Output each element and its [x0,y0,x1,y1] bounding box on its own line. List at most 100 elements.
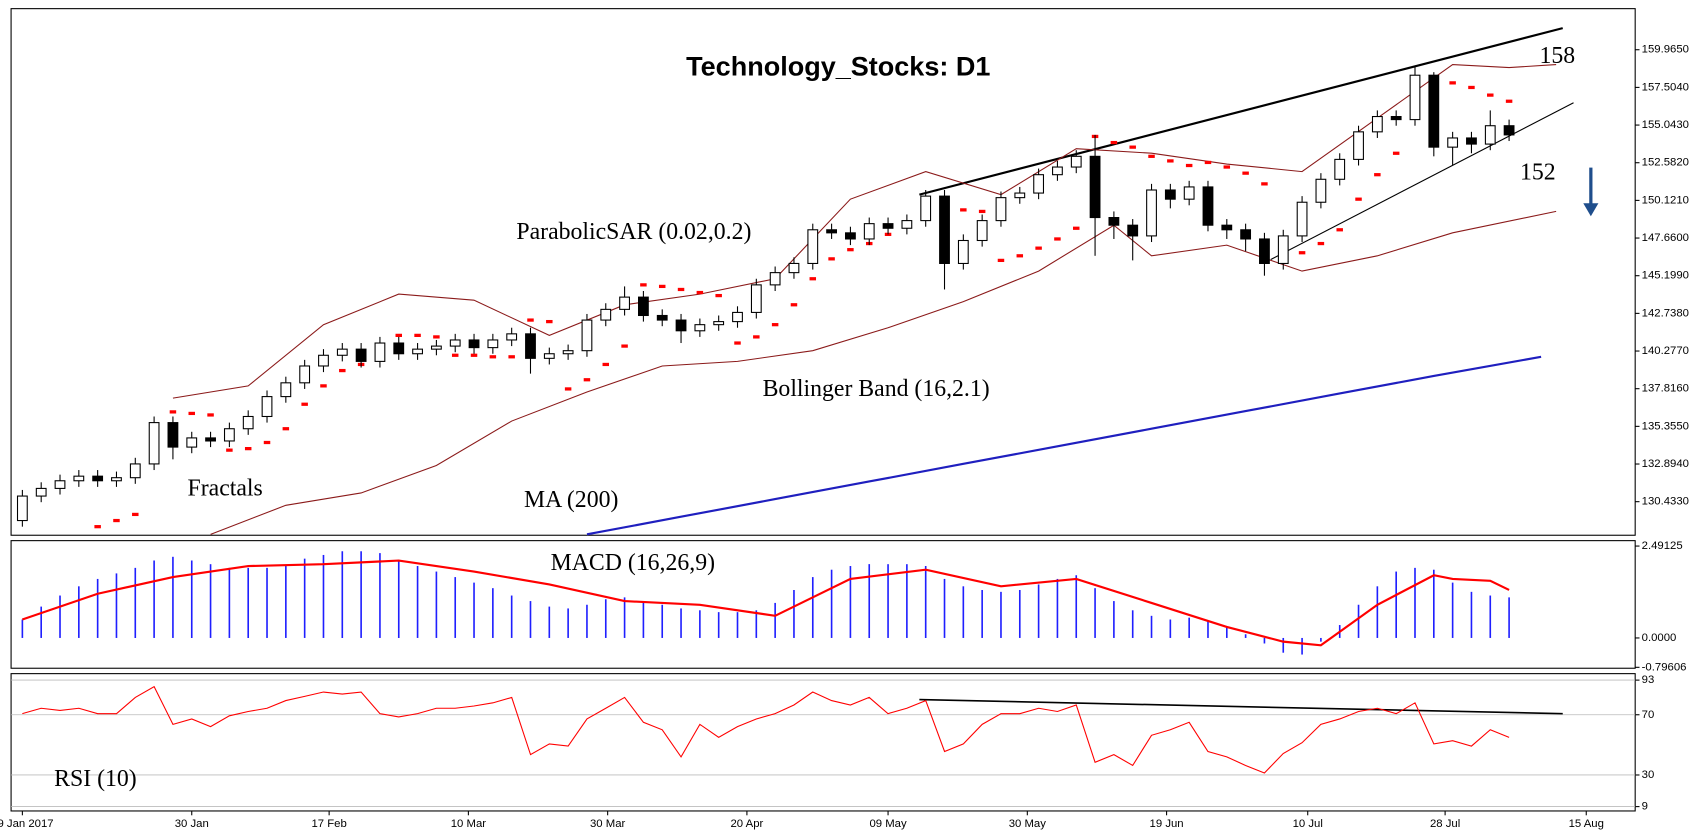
candle-body [242,415,254,430]
sar-dot [602,362,610,367]
y-tick-label: 130.4330 [1642,496,1689,508]
candle-body [713,321,725,326]
x-tick-label: 10 Mar [451,818,487,830]
candle-body [487,339,499,349]
y-tick-label: 0.0000 [1642,632,1677,644]
candle-body [73,475,85,482]
sar-dot [546,319,553,324]
panel-label: MACD (16,26,9) [551,550,715,576]
candle-body [675,319,687,332]
candle-body [845,232,856,240]
sar-dot [527,318,534,322]
candle-body [732,311,743,323]
candle-body [638,296,649,317]
sar-dot [1167,159,1174,163]
sar-dot [1317,241,1325,246]
candle-body [562,350,574,355]
panel-label: RSI (10) [54,766,137,792]
sar-dot [508,355,515,359]
candle-body [807,229,819,264]
candle-body [186,437,198,448]
annotation: Fractals [188,475,263,501]
y-tick-label: 93 [1642,674,1655,686]
sar-dot [395,333,403,337]
sar-dot [960,208,967,212]
candle-body [92,475,104,482]
x-tick-label: 30 Mar [590,818,626,830]
down-arrow-head [1583,203,1599,217]
candle-body [1183,186,1195,200]
candle-body [1070,155,1082,168]
candle-body [600,308,612,321]
y-tick-label: 157.5040 [1642,81,1689,93]
y-tick-label: 70 [1642,709,1655,721]
x-tick-label: 30 Jan [175,818,209,830]
chart-title: Technology_Stocks: D1 [686,51,990,81]
candle-body [1428,74,1440,148]
candle-body [826,229,838,234]
sar-dot [1129,145,1136,149]
candle-body [1484,125,1496,145]
candle-body [1277,235,1289,264]
candle-body [430,345,442,350]
sar-dot [1035,246,1042,250]
candle-body [1315,178,1327,203]
candle-body [1033,174,1045,194]
sar-dot [1449,81,1456,85]
sar-dot [226,448,233,452]
y-tick-label: 9 [1642,801,1648,813]
candle-body [581,319,593,352]
candle-body [412,348,423,355]
sar-dot [470,353,478,357]
sar-dot [94,525,101,529]
candle-body [374,342,386,362]
candle-body [619,296,630,310]
sar-dot [188,411,195,416]
candle-body [54,480,66,489]
sar-dot [1392,151,1400,155]
sar-dot [451,353,459,357]
y-tick-label: 137.8160 [1642,383,1689,395]
candle-body [129,463,141,479]
sar-dot [1298,251,1306,255]
panel-frame [10,673,1636,812]
sar-dot [1054,237,1061,241]
sar-dot [715,293,722,298]
sar-dot [1223,165,1231,169]
candle-body [1390,115,1402,121]
y-tick-label: 30 [1642,769,1655,781]
sar-dot [113,518,120,523]
sar-dot [301,402,308,406]
sar-dot [320,384,327,388]
candle-body [1371,115,1383,133]
sar-dot [621,344,628,348]
candle-body [1503,125,1515,136]
candle-body [1164,189,1176,200]
sar-dot [790,303,798,307]
overlay-line [586,355,1542,536]
sar-dot [564,387,572,391]
sar-dot [1204,160,1212,165]
sar-dot [978,209,986,214]
x-tick-label: 15 Aug [1569,818,1604,830]
candle-body [1014,192,1026,199]
candle-body [1146,189,1157,237]
candle-body [1108,217,1120,226]
candle-body [543,353,555,359]
upper-trendline [919,27,1564,196]
sar-dot [696,290,704,295]
candle-body [694,324,706,332]
candle-body [336,348,348,356]
candle-body [920,195,932,222]
sar-dot [207,413,214,417]
candle-body [769,272,781,286]
trendlines [919,27,1599,715]
candle-body [1296,201,1308,237]
sar-dot [169,410,177,414]
annotation: 152 [1520,160,1556,186]
candle-body [393,342,405,355]
candle-body [1202,186,1214,226]
sar-dot [1148,154,1155,158]
overlay-line [210,210,1557,535]
